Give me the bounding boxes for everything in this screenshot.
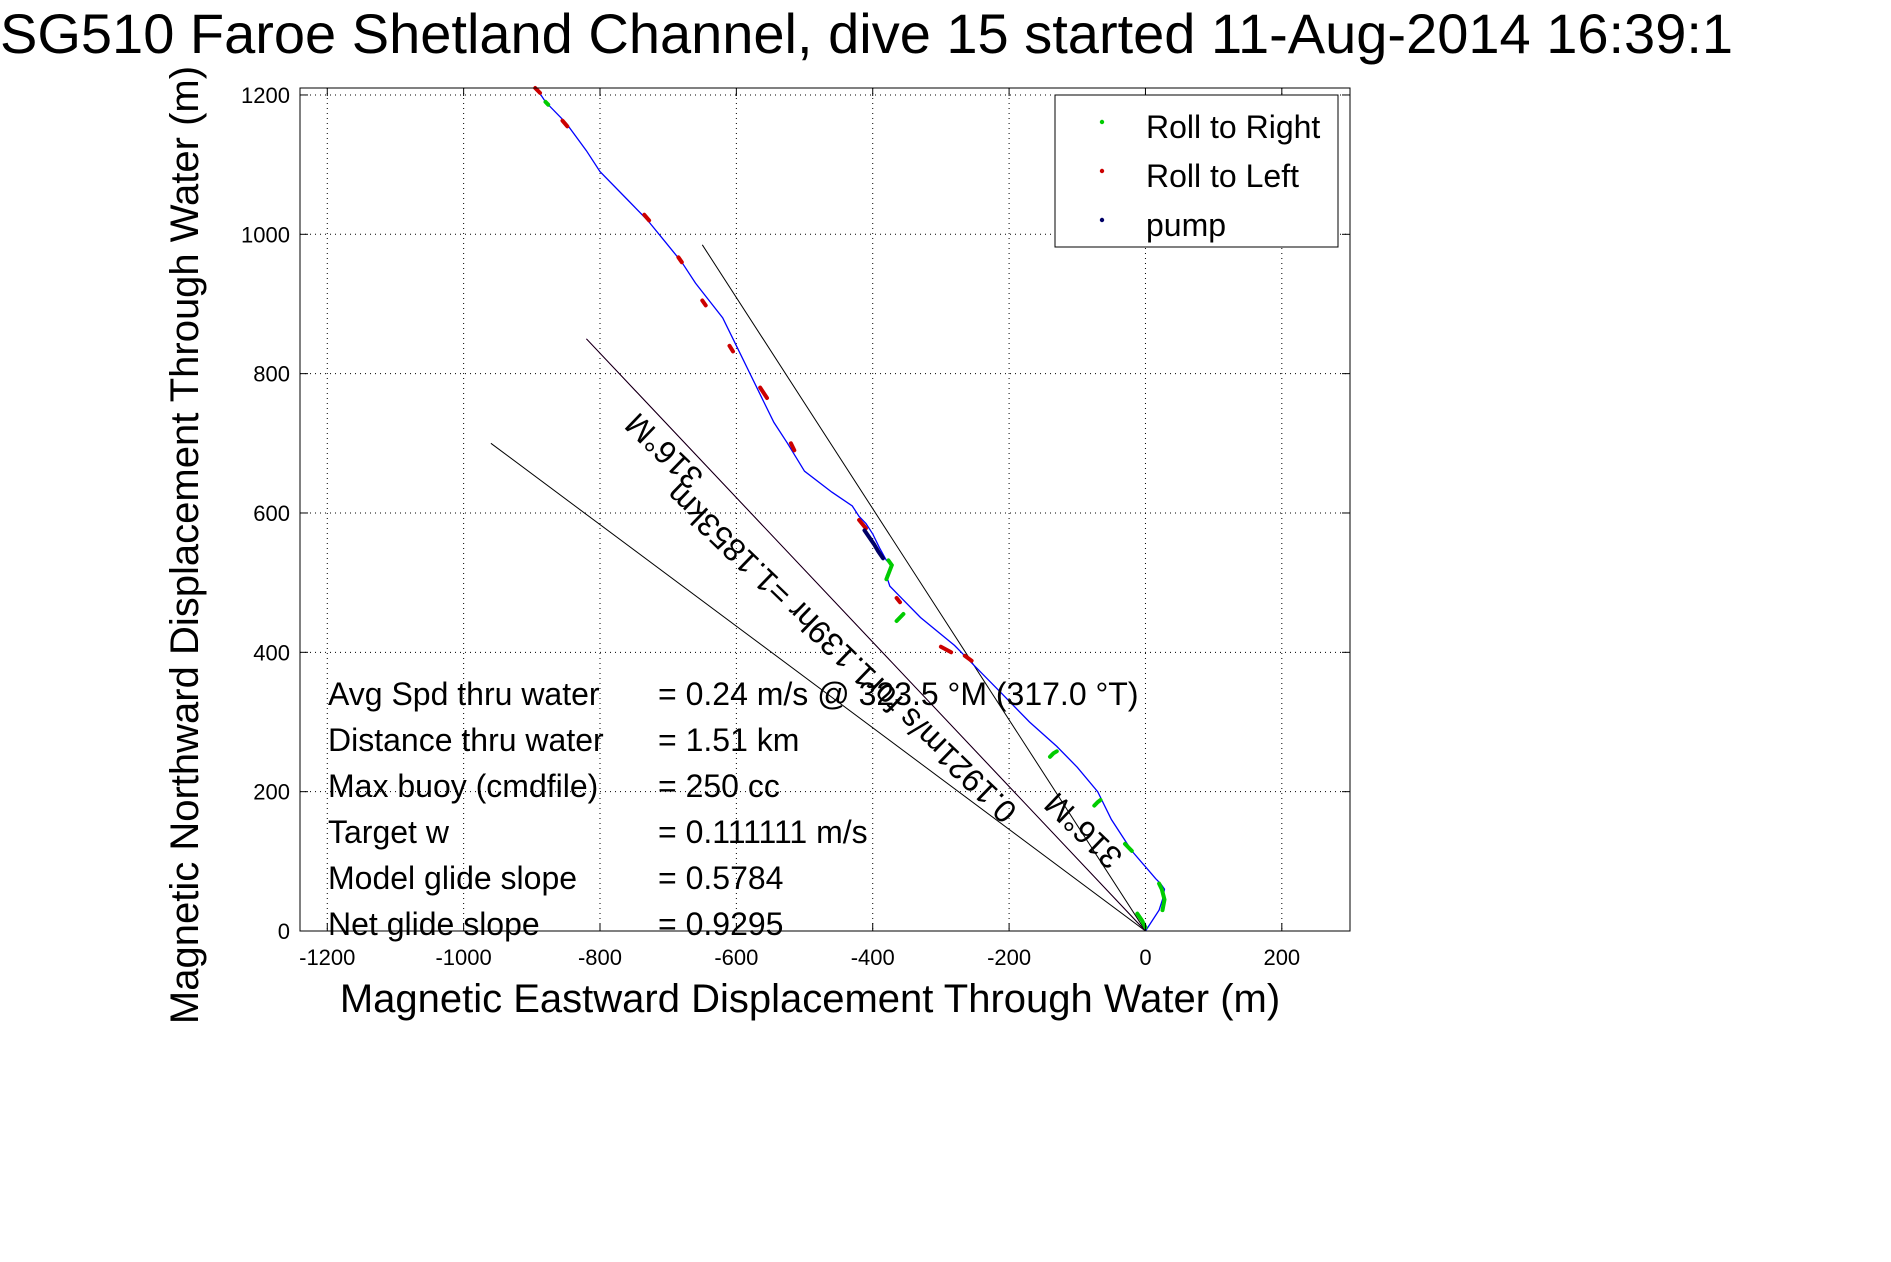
chart-title: SG510 Faroe Shetland Channel, dive 15 st…	[0, 2, 1734, 65]
roll-left-segment	[533, 86, 542, 95]
plot-frame	[299, 87, 1351, 932]
stat-label: Model glide slope	[328, 860, 577, 896]
stat-label: Net glide slope	[328, 906, 540, 942]
roll-right-segment	[1092, 798, 1103, 808]
roll-left-segment	[857, 518, 868, 531]
plot-series	[490, 86, 1167, 932]
roll-left-segment	[727, 343, 735, 354]
roll-left-segment	[676, 255, 684, 265]
y-tick-label: 600	[253, 501, 290, 526]
x-tick-label: 0	[1139, 945, 1151, 970]
legend: Roll to Right Roll to Left pump	[1054, 94, 1339, 248]
x-tick-label: -1200	[299, 945, 355, 970]
y-tick-label: 1200	[241, 83, 290, 108]
x-tick-label: -1000	[435, 945, 491, 970]
roll-left-segment	[560, 118, 570, 129]
y-tick-label: 1000	[241, 222, 290, 247]
legend-label: Roll to Left	[1146, 158, 1299, 194]
x-tick-label: 200	[1263, 945, 1300, 970]
stat-label: Max buoy (cmdfile)	[328, 768, 598, 804]
y-tick-label: 400	[253, 640, 290, 665]
roll-left-segment	[758, 385, 769, 400]
roll-left-segment	[938, 644, 954, 655]
legend-marker	[1099, 217, 1105, 223]
legend-label: pump	[1146, 207, 1226, 243]
legend-marker	[1099, 119, 1105, 125]
roll-left-segment	[642, 212, 652, 223]
roll-right-segment	[1123, 841, 1134, 853]
stat-value: = 0.24 m/s @ 323.5 °M (317.0 °T)	[658, 676, 1139, 712]
pump-segment	[862, 528, 885, 561]
x-tick-label: -800	[578, 945, 622, 970]
roll-right-segment	[1157, 881, 1167, 913]
x-axis-label: Magnetic Eastward Displacement Through W…	[340, 977, 1280, 1021]
stat-value: = 250 cc	[658, 768, 780, 804]
x-tick-label: -200	[987, 945, 1031, 970]
roll-right-segment	[884, 558, 895, 582]
roll-right-segment	[543, 99, 551, 107]
x-tick-label: -400	[851, 945, 895, 970]
roll-right-segment	[1048, 749, 1059, 759]
legend-label: Roll to Right	[1146, 109, 1320, 145]
roll-right-segment	[894, 612, 906, 623]
heading-line	[490, 442, 1146, 932]
stat-value: = 0.111111 m/s	[658, 814, 868, 850]
heading-line	[701, 244, 1146, 932]
stats-block: Avg Spd thru water = 0.24 m/s @ 323.5 °M …	[328, 676, 1139, 942]
stat-value: = 0.5784	[658, 860, 783, 896]
stat-label: Distance thru water	[328, 722, 604, 758]
roll-right-segment	[1135, 911, 1148, 930]
y-tick-label: 200	[253, 780, 290, 805]
stat-value: = 0.9295	[658, 906, 783, 942]
y-tick-label: 800	[253, 362, 290, 387]
stat-label: Target w	[328, 814, 450, 850]
axes-ticks: -1200 -1000 -800 -600 -400 -200 0 200 0 200 400 600…	[241, 83, 1350, 970]
roll-left-segment	[894, 596, 902, 605]
roll-left-segment	[962, 653, 974, 663]
roll-left-segment	[700, 298, 708, 308]
y-axis-label: Magnetic Northward Displacement Through …	[163, 66, 207, 1024]
y-tick-label: 0	[278, 919, 290, 944]
glider-track	[538, 91, 1166, 932]
legend-marker	[1099, 168, 1105, 174]
x-tick-label: -600	[714, 945, 758, 970]
heading-line-label: 316°M	[618, 406, 710, 496]
roll-left-segment	[788, 441, 797, 453]
stat-label: Avg Spd thru water	[328, 676, 600, 712]
heading-line	[586, 338, 1146, 932]
stat-value: = 1.51 km	[658, 722, 799, 758]
